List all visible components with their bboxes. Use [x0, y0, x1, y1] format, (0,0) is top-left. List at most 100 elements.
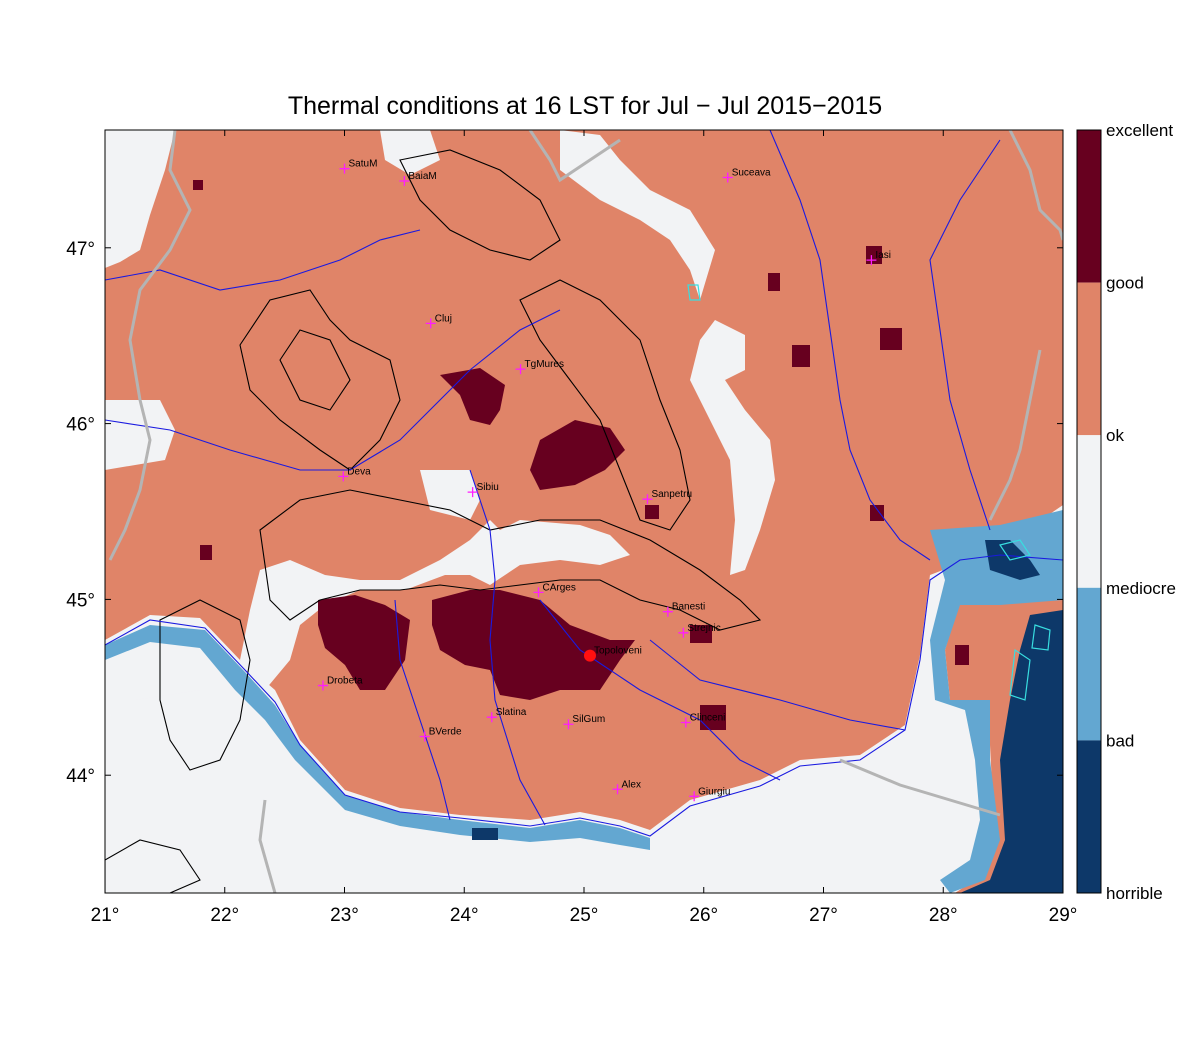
- region-excellent-clinceni: [700, 705, 726, 730]
- station-dot: [583, 649, 596, 662]
- city-plus-icon: [678, 627, 689, 638]
- lon-tick-label: 26°: [689, 905, 718, 926]
- border-west: [108, 130, 192, 561]
- city-plus-icon: [662, 606, 673, 617]
- city-marker: Alex: [612, 779, 641, 795]
- region-ok-carpathians: [240, 520, 630, 690]
- legend: excellent good ok mediocre bad horrible: [1076, 121, 1176, 903]
- rivers: [105, 130, 1063, 837]
- region-ok-northwest: [380, 130, 440, 175]
- city-label: Sibiu: [477, 482, 499, 493]
- region-excellent-east3: [955, 645, 969, 665]
- city-plus-icon: [486, 712, 497, 723]
- legend-frame: [1076, 129, 1102, 894]
- city-plus-icon: [689, 791, 700, 802]
- region-ok-north: [560, 130, 715, 300]
- lon-tick-label: 25°: [570, 905, 599, 926]
- contour-banat: [159, 599, 251, 771]
- legend-label: excellent: [1106, 121, 1173, 140]
- city-marker: Sibiu: [467, 482, 499, 498]
- city-label: Deva: [347, 466, 371, 477]
- city-plus-icon: [419, 731, 430, 742]
- city-marker: Strejnic: [678, 623, 721, 638]
- city-plus-icon: [317, 680, 328, 691]
- longitude-axis: 21° 22° 23° 24° 25° 26° 27° 28° 29°: [91, 130, 1078, 926]
- city-marker: Suceava: [722, 167, 771, 183]
- city-plus-icon: [866, 255, 877, 266]
- city-label: Topoloveni: [594, 646, 642, 657]
- legend-swatch-excellent: [1077, 130, 1101, 283]
- city-label: TgMures: [525, 359, 564, 370]
- region-excellent-north2: [193, 180, 203, 190]
- border-bulgaria: [839, 758, 1001, 817]
- map-field: [105, 130, 1063, 893]
- city-label: SilGum: [572, 714, 605, 725]
- city-marker: BaiaM: [399, 171, 437, 186]
- legend-swatch-bad: [1077, 740, 1101, 893]
- region-excellent-center: [530, 420, 625, 490]
- legend-label: good: [1106, 274, 1144, 293]
- city-label: Alex: [622, 779, 641, 790]
- river-prut: [929, 139, 1001, 531]
- river-somes: [105, 229, 421, 291]
- national-borders: [108, 130, 1063, 893]
- river-jiu: [394, 599, 451, 821]
- city-plus-icon: [425, 318, 436, 329]
- city-plus-icon: [338, 471, 349, 482]
- river-arges: [539, 599, 781, 781]
- legend-label: ok: [1106, 426, 1124, 445]
- region-excellent-strejnic: [690, 625, 712, 643]
- city-marker: Slatina: [486, 707, 527, 723]
- region-excellent-sanpetru: [645, 505, 659, 519]
- lake-north: [687, 284, 701, 301]
- city-label: BVerde: [429, 727, 462, 738]
- region-excellent-east1: [880, 328, 902, 350]
- lon-tick-label: 24°: [450, 905, 479, 926]
- region-horrible-delta: [985, 540, 1040, 580]
- city-label: Drobeta: [327, 676, 363, 687]
- lon-tick-label: 23°: [330, 905, 359, 926]
- lake-delta-2: [1031, 624, 1051, 651]
- city-marker: Banesti: [662, 602, 705, 617]
- river-siret: [769, 130, 931, 561]
- river-olt: [469, 469, 546, 826]
- city-plus-icon: [515, 364, 526, 375]
- legend-label: horrible: [1106, 884, 1163, 903]
- lon-tick-label: 27°: [809, 905, 838, 926]
- region-ok-south-west: [120, 690, 250, 870]
- region-horrible-coast: [960, 610, 1063, 893]
- city-plus-icon: [612, 784, 623, 795]
- lon-tick-label: 28°: [929, 905, 958, 926]
- region-excellent-east2: [870, 505, 884, 521]
- mediocre-regions: [105, 510, 1063, 893]
- lon-tick-label: 29°: [1049, 905, 1078, 926]
- topographic-contours: [105, 149, 762, 893]
- lon-tick-label: 21°: [91, 905, 120, 926]
- legend-swatch-mediocre: [1077, 587, 1101, 741]
- city-plus-icon: [642, 494, 653, 505]
- region-ok-west-top: [105, 130, 175, 268]
- border-moldova: [988, 349, 1042, 521]
- contour-south-west: [105, 839, 201, 893]
- city-label: Cluj: [435, 313, 452, 324]
- lakes: [687, 284, 1051, 701]
- city-label: Slatina: [496, 707, 527, 718]
- lat-tick-label: 46°: [66, 415, 95, 436]
- map-title: Thermal conditions at 16 LST for Jul − J…: [287, 92, 883, 120]
- excellent-regions: [193, 180, 969, 730]
- region-mediocre-delta: [930, 510, 1063, 893]
- lake-delta-1: [999, 539, 1031, 561]
- city-marker: Sanpetru: [642, 489, 692, 505]
- city-label: SatuM: [349, 159, 378, 170]
- city-marker: Iasi: [866, 250, 891, 266]
- city-label: Sanpetru: [651, 489, 692, 500]
- legend-swatch-ok: [1077, 435, 1101, 588]
- region-ok-east-strip: [690, 320, 775, 575]
- city-plus-icon: [399, 175, 410, 186]
- region-excellent-north1: [768, 273, 780, 291]
- city-label: CArges: [542, 582, 575, 593]
- city-plus-icon: [563, 719, 574, 730]
- city-plus-icon: [339, 163, 350, 174]
- river-ialomita: [649, 639, 906, 731]
